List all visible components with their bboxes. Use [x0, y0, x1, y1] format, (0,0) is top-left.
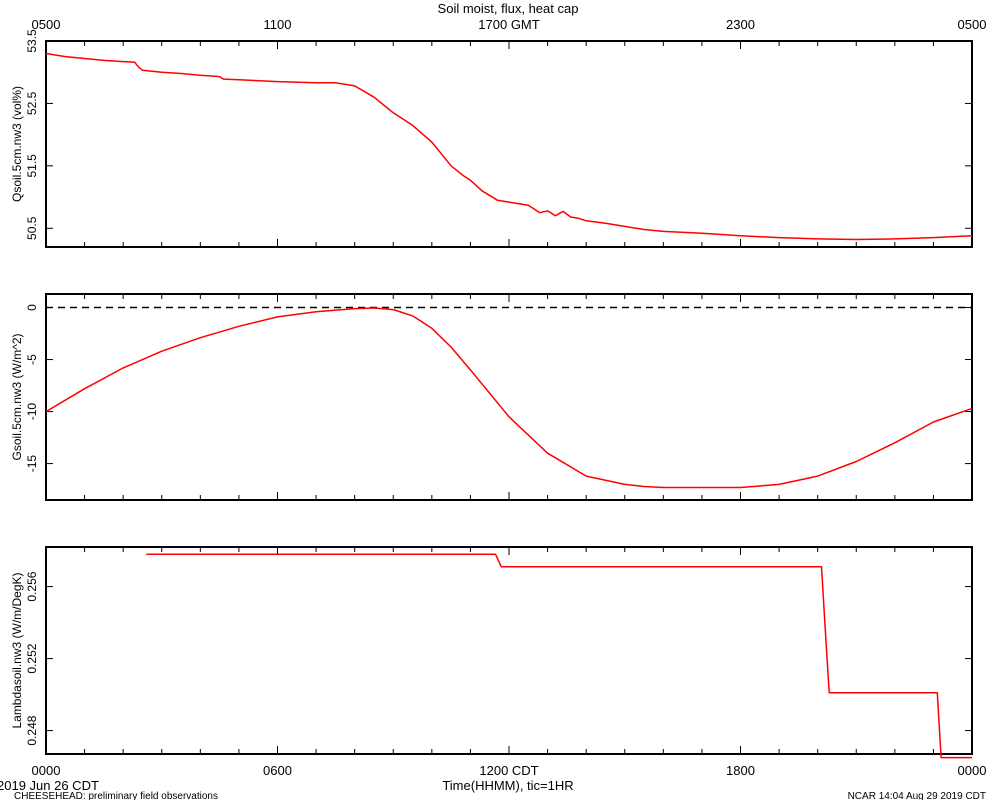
series-line — [146, 553, 972, 759]
y-tick-label: 0 — [25, 304, 39, 311]
y-axis-label: Lambdasoil.nw3 (W/m/DegK) — [10, 572, 24, 728]
y-tick-label: -10 — [25, 403, 39, 421]
chart-title: Soil moist, flux, heat cap — [438, 1, 579, 16]
top-tick-label: 2300 — [726, 17, 755, 32]
y-tick-label: -5 — [25, 354, 39, 365]
plot-frame — [45, 40, 973, 248]
series-line — [45, 307, 973, 489]
bottom-tick-label: 1200 CDT — [479, 763, 538, 778]
y-tick-label: 0.256 — [25, 571, 39, 601]
bottom-tick-label: 0600 — [263, 763, 292, 778]
plot-frame — [45, 546, 973, 755]
footer-left: CHEESEHEAD: preliminary field observatio… — [14, 791, 218, 800]
top-tick-label: 0500 — [958, 17, 987, 32]
top-time-axis: 0500 1100 1700 GMT 2300 0500 — [32, 17, 987, 32]
y-tick-label: 0.248 — [25, 715, 39, 745]
series-line — [45, 52, 973, 241]
bottom-tick-label: 0000 — [958, 763, 987, 778]
footer-right: NCAR 14:04 Aug 29 2019 CDT — [848, 791, 986, 800]
y-tick-label: 50.5 — [25, 216, 39, 240]
y-tick-label: 53.5 — [25, 29, 39, 53]
panel-1: 50.5 51.5 52.5 53.5 Qsoil.5cm.nw3 (vol%) — [10, 29, 973, 248]
x-axis-label: Time(HHMM), tic=1HR — [442, 778, 573, 793]
y-tick-label: 51.5 — [25, 154, 39, 178]
y-tick-label: 0.252 — [25, 643, 39, 673]
bottom-tick-label: 0000 — [32, 763, 61, 778]
top-tick-label: 1700 GMT — [478, 17, 539, 32]
y-axis-label: Qsoil.5cm.nw3 (vol%) — [10, 86, 24, 202]
y-tick-label: 52.5 — [25, 91, 39, 115]
top-tick-label: 1100 — [264, 17, 292, 32]
y-tick-label: -15 — [25, 455, 39, 473]
top-tick-label: 0500 — [32, 17, 61, 32]
chart-panels: 50.5 51.5 52.5 53.5 Qsoil.5cm.nw3 (vol%) 0 -5 -… — [10, 29, 973, 759]
date-label: 2019 Jun 26 CDT — [0, 778, 99, 793]
bottom-time-axis: 0000 0600 1200 CDT 1800 0000 — [32, 763, 987, 778]
y-axis-label: Gsoil.5cm.nw3 (W/m^2) — [10, 334, 24, 461]
bottom-tick-label: 1800 — [726, 763, 755, 778]
plot-frame — [45, 293, 973, 501]
